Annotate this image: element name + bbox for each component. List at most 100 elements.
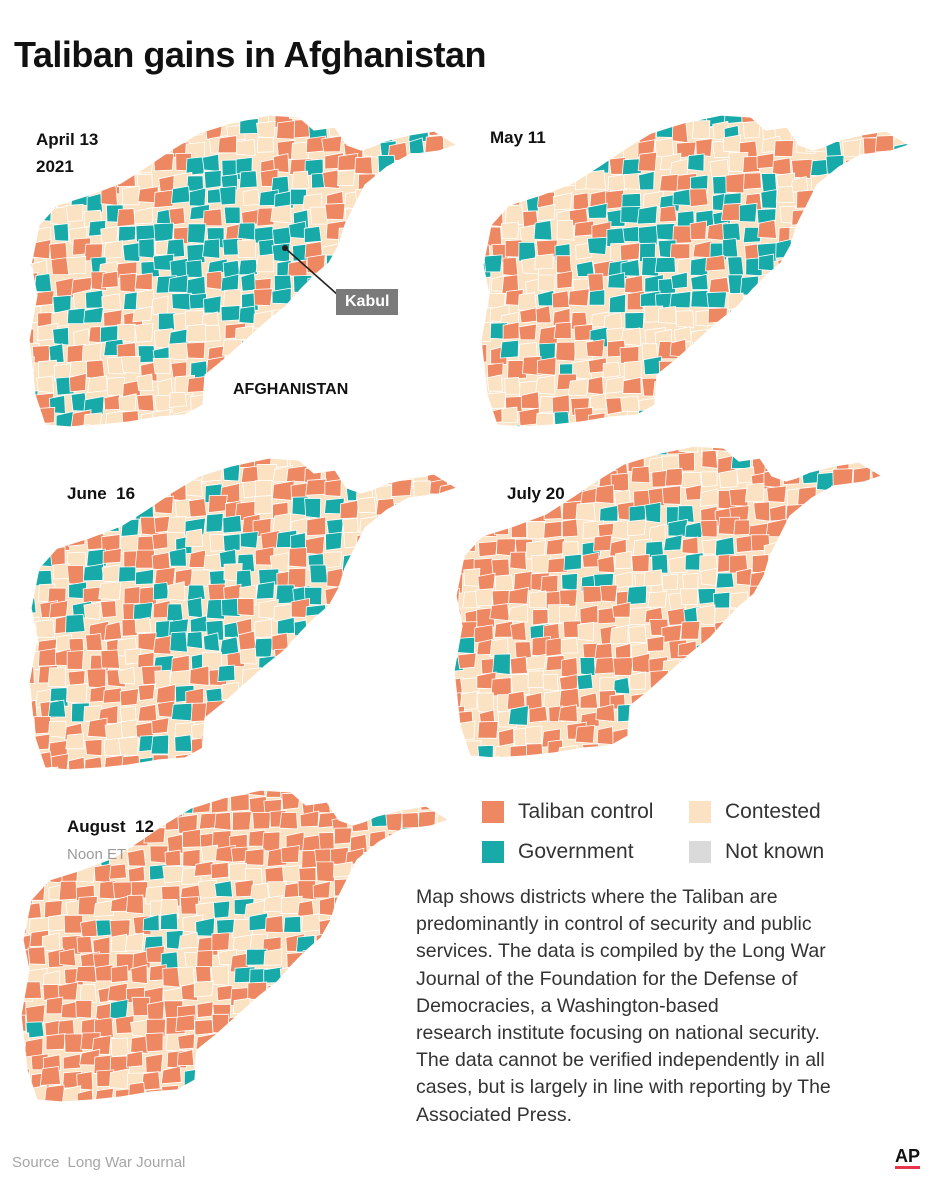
district-region: [338, 737, 357, 756]
district-region: [735, 568, 753, 586]
district-region: [820, 522, 841, 541]
district-region: [29, 546, 40, 565]
district-region: [25, 848, 45, 867]
district-region: [153, 222, 175, 242]
district-region: [394, 458, 416, 467]
district-region: [238, 737, 258, 754]
district-region: [346, 1048, 368, 1069]
district-region: [481, 222, 485, 244]
district-region: [125, 894, 144, 915]
district-region: [406, 392, 428, 411]
district-region: [418, 850, 439, 869]
district-region: [281, 1086, 301, 1102]
district-region: [291, 323, 308, 343]
district-region: [865, 639, 882, 658]
district-region: [440, 395, 457, 413]
district-region: [356, 496, 377, 514]
district-region: [134, 616, 152, 633]
district-region: [441, 258, 457, 278]
district-region: [106, 376, 126, 397]
district-region: [21, 794, 29, 815]
district-region: [175, 1014, 195, 1033]
afghanistan-map-may: [480, 114, 911, 428]
district-region: [754, 311, 775, 328]
district-region: [762, 342, 781, 359]
district-region: [407, 533, 425, 552]
district-region: [492, 466, 512, 485]
district-region: [45, 1033, 66, 1051]
district-region: [623, 360, 642, 381]
district-region: [818, 673, 837, 692]
district-region: [174, 734, 193, 752]
district-region: [171, 292, 192, 311]
district-region: [712, 446, 732, 452]
district-region: [289, 718, 311, 736]
district-region: [258, 669, 276, 686]
district-region: [892, 222, 909, 240]
district-region: [186, 631, 204, 650]
district-region: [612, 657, 634, 677]
district-region: [412, 226, 430, 244]
district-region: [708, 363, 727, 381]
legend-item-not-known: Not known: [689, 840, 824, 864]
district-region: [808, 273, 830, 291]
district-region: [148, 790, 168, 798]
district-region: [847, 487, 867, 506]
district-region: [329, 1100, 350, 1102]
district-region: [235, 720, 253, 738]
district-region: [730, 723, 750, 740]
district-region: [858, 342, 878, 361]
district-region: [137, 632, 157, 652]
district-region: [373, 260, 395, 279]
map-panel-july: [433, 426, 885, 776]
district-region: [185, 259, 203, 278]
district-region: [114, 798, 132, 818]
district-region: [841, 396, 860, 414]
district-region: [585, 169, 607, 190]
district-region: [850, 727, 869, 746]
district-region: [437, 830, 449, 849]
district-region: [407, 172, 426, 191]
district-region: [87, 375, 108, 394]
district-region: [481, 186, 487, 203]
district-region: [47, 699, 67, 718]
district-region: [155, 118, 175, 139]
district-region: [372, 630, 392, 650]
district-region: [825, 312, 842, 330]
district-region: [536, 357, 557, 376]
district-region: [369, 879, 389, 897]
map-panel-august: [0, 770, 452, 1120]
district-region: [168, 618, 189, 637]
district-region: [775, 322, 797, 341]
district-region: [851, 657, 870, 676]
district-region: [389, 580, 409, 599]
district-region: [897, 273, 909, 294]
district-region: [76, 1105, 93, 1120]
district-region: [296, 790, 315, 800]
district-region: [66, 115, 88, 125]
district-region: [706, 325, 727, 344]
district-region: [135, 568, 155, 585]
district-region: [317, 998, 336, 1018]
district-region: [895, 120, 909, 138]
district-region: [831, 621, 849, 641]
district-region: [786, 534, 807, 556]
district-region: [279, 811, 298, 830]
district-region: [606, 122, 624, 140]
district-region: [813, 722, 835, 741]
district-region: [374, 358, 394, 376]
district-region: [677, 451, 695, 472]
district-region: [208, 494, 228, 514]
district-region: [23, 902, 42, 920]
district-region: [275, 681, 295, 702]
district-region: [381, 1036, 400, 1054]
district-region: [360, 598, 380, 616]
district-region: [596, 726, 615, 746]
district-region: [100, 649, 121, 669]
district-region: [365, 790, 386, 797]
district-region: [867, 503, 882, 523]
ap-logo: AP: [895, 1147, 921, 1169]
district-region: [121, 185, 140, 206]
district-region: [842, 115, 862, 127]
district-region: [830, 115, 849, 124]
